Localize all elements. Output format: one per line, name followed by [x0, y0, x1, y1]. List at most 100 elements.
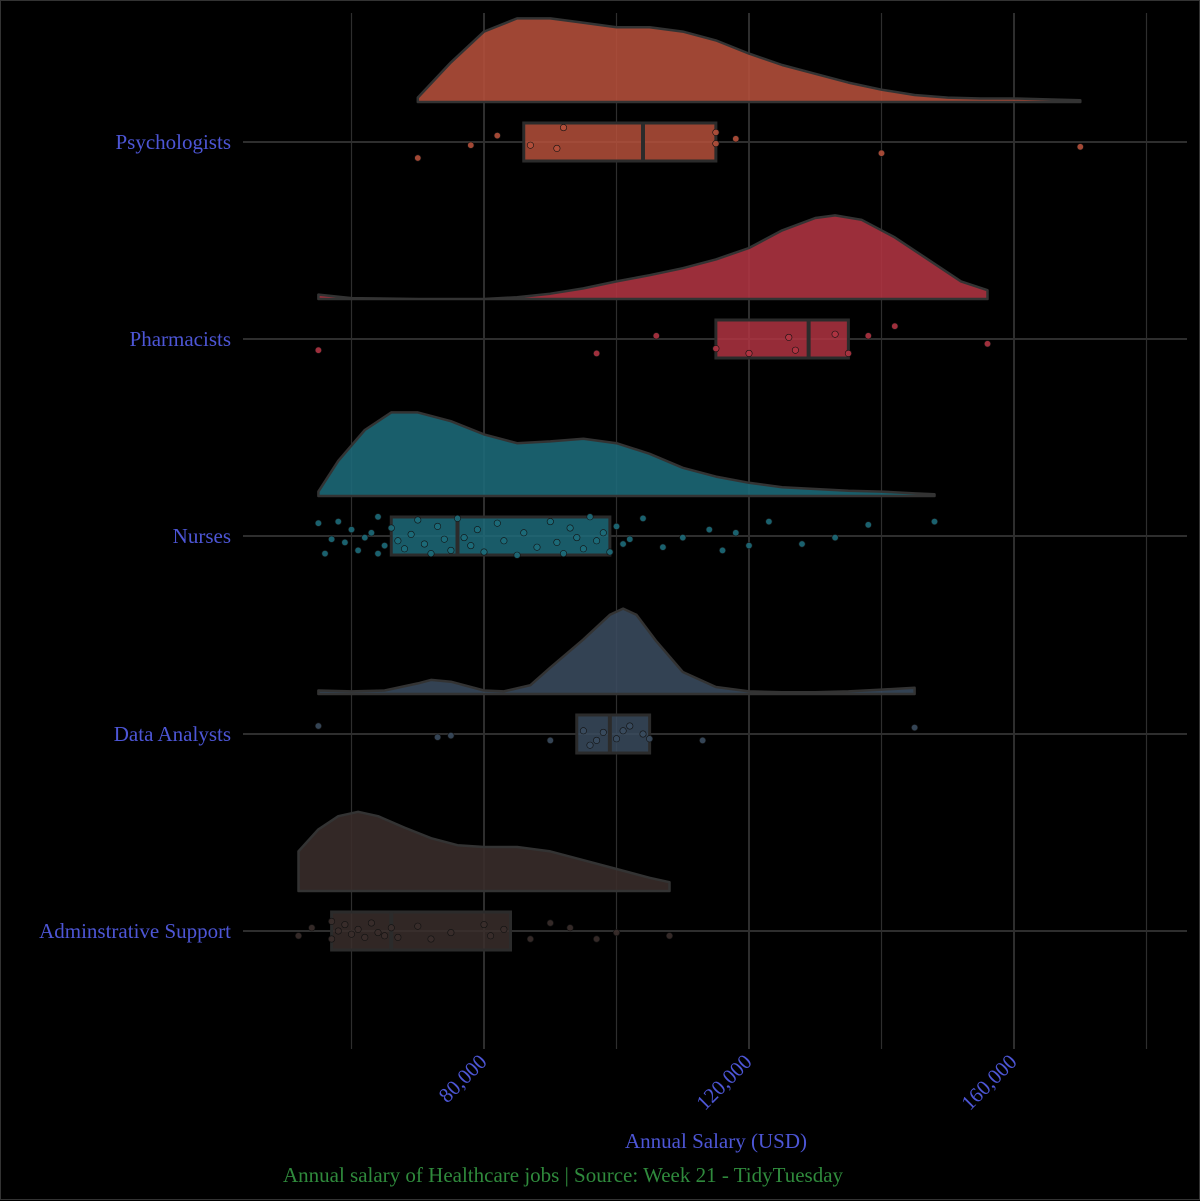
- data-point: [732, 135, 740, 143]
- data-point: [546, 919, 554, 927]
- data-point: [480, 548, 488, 556]
- data-point: [467, 141, 475, 149]
- data-point: [844, 349, 852, 357]
- data-point: [639, 514, 647, 522]
- data-point: [367, 919, 375, 927]
- data-point: [553, 144, 561, 152]
- data-point: [526, 141, 534, 149]
- data-point: [487, 932, 495, 940]
- data-point: [679, 534, 687, 542]
- data-point: [626, 535, 634, 543]
- data-point: [374, 929, 382, 937]
- category-label: Pharmacists: [130, 327, 231, 351]
- data-point: [341, 538, 349, 546]
- data-point: [785, 333, 793, 341]
- category-label: Adminstrative Support: [39, 919, 231, 943]
- data-point: [414, 516, 422, 524]
- data-point: [493, 519, 501, 527]
- data-point: [447, 929, 455, 937]
- data-point: [546, 736, 554, 744]
- data-point: [294, 932, 302, 940]
- data-point: [612, 735, 620, 743]
- data-point: [440, 535, 448, 543]
- density-cloud: [317, 411, 936, 498]
- data-point: [314, 346, 322, 354]
- data-point: [612, 522, 620, 530]
- data-point: [745, 542, 753, 550]
- category-label: Data Analysts: [114, 722, 231, 746]
- data-point: [493, 132, 501, 140]
- data-point: [328, 917, 336, 925]
- box: [522, 121, 718, 163]
- data-point: [891, 322, 899, 330]
- density-cloud: [297, 810, 671, 893]
- data-point: [434, 733, 442, 741]
- data-point: [593, 537, 601, 545]
- data-point: [599, 728, 607, 736]
- data-point: [500, 925, 508, 933]
- data-point: [619, 727, 627, 735]
- x-tick-label: 120,000: [691, 1050, 756, 1115]
- data-point: [553, 538, 561, 546]
- raw-points: [294, 124, 1084, 943]
- data-point: [619, 540, 627, 548]
- data-point: [361, 534, 369, 542]
- data-point: [831, 534, 839, 542]
- data-point: [520, 529, 528, 537]
- data-point: [420, 540, 428, 548]
- data-point: [559, 550, 567, 558]
- category-label: Nurses: [173, 524, 231, 548]
- data-point: [314, 519, 322, 527]
- data-point: [400, 545, 408, 553]
- data-point: [712, 128, 720, 136]
- data-point: [1076, 143, 1084, 151]
- data-point: [983, 340, 991, 348]
- data-point: [341, 921, 349, 929]
- data-point: [699, 736, 707, 744]
- data-point: [606, 548, 614, 556]
- data-point: [593, 349, 601, 357]
- data-point: [328, 535, 336, 543]
- x-tick-label: 80,000: [434, 1050, 492, 1108]
- data-point: [500, 537, 508, 545]
- data-point: [639, 730, 647, 738]
- gridlines: [243, 13, 1187, 1049]
- data-point: [407, 530, 415, 538]
- data-point: [831, 330, 839, 338]
- data-point: [427, 550, 435, 558]
- data-point: [308, 924, 316, 932]
- data-point: [526, 935, 534, 943]
- data-point: [367, 529, 375, 537]
- data-point: [712, 140, 720, 148]
- data-point: [434, 522, 442, 530]
- data-point: [453, 514, 461, 522]
- data-point: [328, 935, 336, 943]
- data-point: [394, 933, 402, 941]
- data-point: [381, 932, 389, 940]
- x-axis-title: Annual Salary (USD): [625, 1129, 807, 1153]
- data-point: [765, 518, 773, 526]
- density-cloud: [317, 214, 989, 301]
- data-point: [566, 924, 574, 932]
- data-point: [579, 727, 587, 735]
- data-point: [732, 529, 740, 537]
- data-point: [447, 732, 455, 740]
- data-point: [414, 922, 422, 930]
- data-point: [877, 149, 885, 157]
- data-point: [652, 332, 660, 340]
- data-point: [533, 543, 541, 551]
- data-point: [559, 124, 567, 132]
- data-point: [745, 349, 753, 357]
- x-tick-labels: 80,000 120,000 160,000: [434, 1050, 1022, 1115]
- data-point: [414, 154, 422, 162]
- data-point: [593, 935, 601, 943]
- data-point: [864, 332, 872, 340]
- data-point: [460, 534, 468, 542]
- chart-caption: Annual salary of Healthcare jobs | Sourc…: [283, 1163, 844, 1187]
- data-point: [374, 513, 382, 521]
- data-point: [334, 518, 342, 526]
- data-point: [599, 529, 607, 537]
- data-point: [321, 550, 329, 558]
- data-point: [791, 346, 799, 354]
- data-point: [387, 924, 395, 932]
